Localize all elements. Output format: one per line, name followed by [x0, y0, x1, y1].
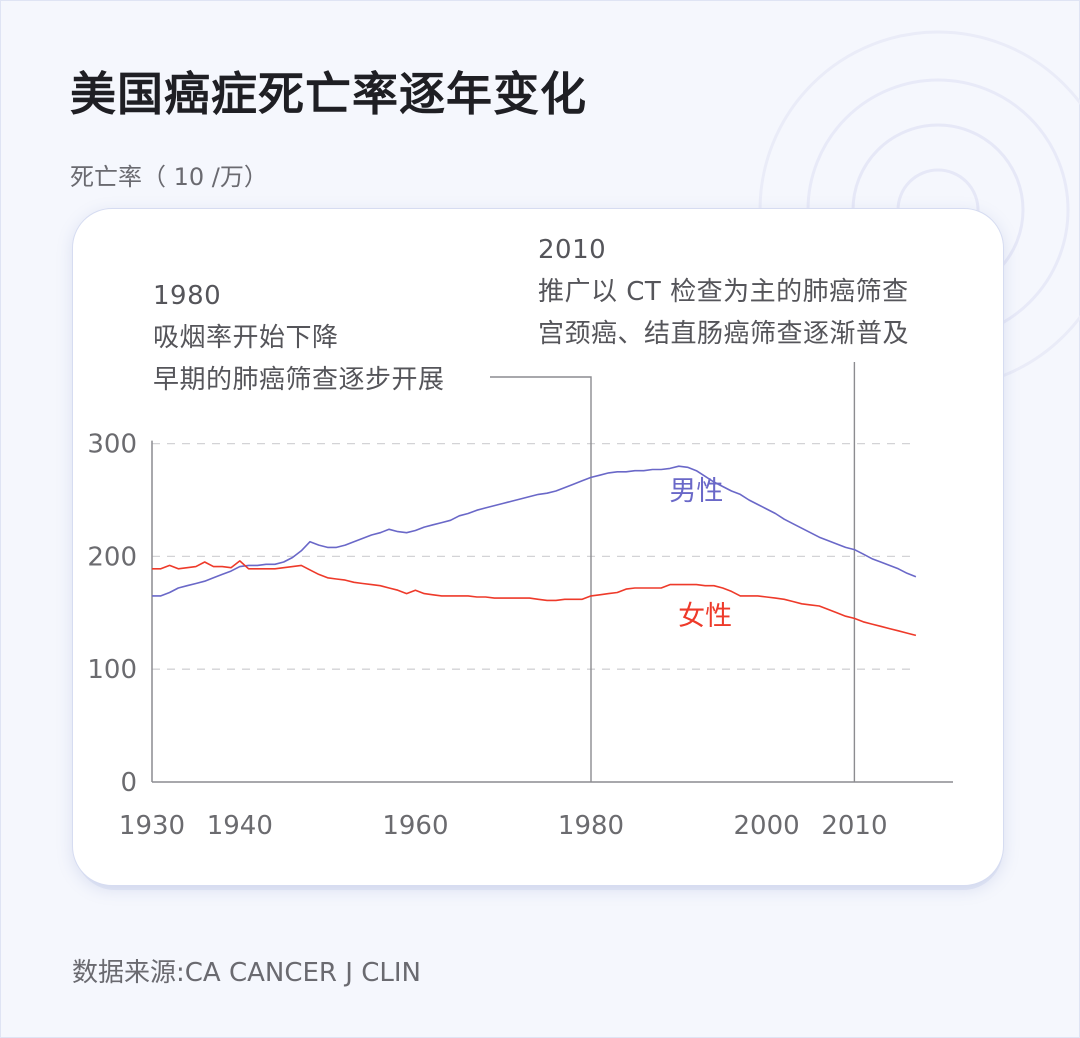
- series-line-女性: [152, 560, 917, 637]
- y-tick-label: 0: [120, 768, 137, 798]
- x-tick-label: 1930: [119, 811, 185, 841]
- page-title: 美国癌症死亡率逐年变化: [70, 67, 587, 121]
- annotation-text-2010: 宫颈癌、结直肠癌筛查逐渐普及: [538, 319, 909, 349]
- x-tick-label: 1980: [558, 811, 624, 841]
- x-tick-label: 2000: [734, 811, 800, 841]
- data-source: 数据来源:CA CANCER J CLIN: [72, 958, 421, 988]
- annotation-line-1980: [490, 376, 592, 782]
- annotation-text-1980: 1980: [153, 281, 221, 311]
- annotation-text-1980: 吸烟率开始下降: [153, 323, 339, 353]
- x-tick-label: 1940: [207, 811, 273, 841]
- series-label-男性: 男性: [669, 476, 723, 507]
- annotation-text-1980: 早期的肺癌筛查逐步开展: [153, 365, 445, 395]
- series-label-女性: 女性: [678, 601, 732, 632]
- unit-label: 死亡率（ 10 /万）: [70, 163, 268, 191]
- series-line-男性: [152, 465, 917, 597]
- y-tick-label: 100: [87, 655, 137, 685]
- y-tick-label: 200: [87, 542, 137, 572]
- annotation-text-2010: 2010: [538, 235, 606, 265]
- annotation-text-2010: 推广以 CT 检查为主的肺癌筛查: [538, 277, 909, 307]
- chart-card: [72, 208, 1004, 886]
- x-tick-label: 1960: [382, 811, 448, 841]
- x-tick-label: 2010: [821, 811, 887, 841]
- y-tick-label: 300: [87, 430, 137, 460]
